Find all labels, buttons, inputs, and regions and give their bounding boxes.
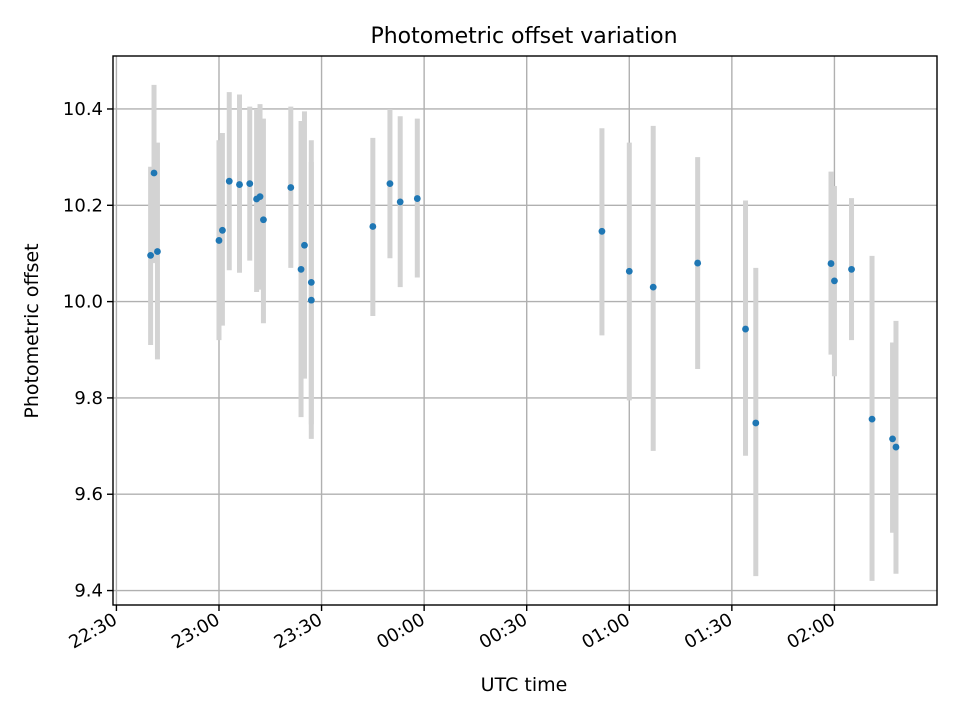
y-axis-label: Photometric offset [21,243,43,418]
data-point [154,248,161,255]
data-point [225,177,233,185]
y-tick-label: 9.8 [74,388,103,409]
data-point [256,193,264,201]
data-point [598,227,606,235]
plot-frame [112,55,938,606]
data-point [307,278,315,286]
x-tick-label: 00:00 [373,609,428,653]
y-axis-ticks: 9.4 9.6 9.8 10.0 10.2 10.4 [63,99,113,602]
data-point [246,180,254,188]
x-tick-label: 02:00 [784,609,839,653]
data-point [413,195,421,202]
data-point [752,419,760,427]
x-axis-label: UTC time [481,674,568,696]
data-point [694,259,702,267]
data-point [260,216,267,224]
data-point [625,267,633,275]
data-point [369,223,377,230]
data-point [219,226,226,234]
data-point [742,325,749,333]
x-tick-label: 23:30 [271,609,326,653]
x-tick-label: 01:30 [681,609,736,653]
data-point [215,237,223,244]
x-tick-label: 01:00 [578,609,633,653]
data-point [649,283,657,291]
data-point [236,181,243,188]
data-point [831,277,838,285]
y-tick-label: 10.0 [63,292,103,313]
grid [113,56,937,605]
x-tick-label: 00:30 [476,609,531,653]
data-point [889,435,896,443]
y-tick-label: 9.6 [74,484,103,505]
data-point [297,265,305,273]
data-point [386,180,394,188]
x-axis-ticks: 22:30 23:00 23:30 00:00 00:30 01:00 01:30 02:00 [65,605,839,653]
data-point [307,296,315,304]
data-point [301,241,308,249]
x-tick-label: 22:30 [65,609,120,653]
data-point [892,443,900,451]
data-point [848,265,855,273]
y-tick-label: 10.2 [63,195,103,216]
data-point [396,198,404,206]
x-tick-label: 23:00 [168,609,223,653]
data-point [868,415,876,423]
data-points [147,169,900,451]
y-tick-label: 10.4 [63,99,103,120]
data-point [287,184,295,191]
chart-title: Photometric offset variation [370,24,677,49]
error-bars [148,84,899,581]
data-point [147,251,155,259]
y-tick-label: 9.4 [74,581,103,602]
data-point [827,260,835,267]
data-point [150,169,158,177]
